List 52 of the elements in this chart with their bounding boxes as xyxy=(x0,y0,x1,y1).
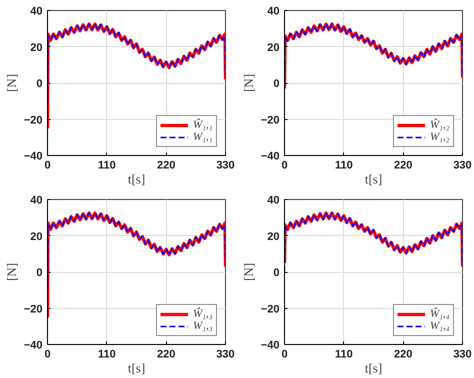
x-tick-label: 220 xyxy=(156,160,176,172)
y-axis-title: [N] xyxy=(4,262,19,282)
y-tick-label: −20 xyxy=(24,114,43,126)
x-tick-label: 110 xyxy=(334,348,353,360)
y-tick-label: 40 xyxy=(30,6,43,18)
x-tick-label: 0 xyxy=(281,160,288,172)
y-tick-label: 0 xyxy=(36,267,43,279)
x-tick-label: 220 xyxy=(394,348,412,360)
legend-label: Ŵ₁,₄ xyxy=(430,308,450,320)
x-tick-label: 0 xyxy=(44,160,51,172)
legend-label: W₁,₂ xyxy=(430,131,450,143)
x-tick-label: 220 xyxy=(156,348,176,360)
y-tick-label: 0 xyxy=(273,78,280,90)
legend-label: W₁,₁ xyxy=(193,131,213,143)
x-tick-label: 330 xyxy=(453,160,472,172)
y-axis-title: [N] xyxy=(4,74,19,92)
y-tick-label: −40 xyxy=(260,340,280,352)
y-tick-label: −20 xyxy=(24,303,43,316)
x-tick-label: 330 xyxy=(453,348,472,360)
y-axis-title: [N] xyxy=(240,74,256,92)
y-axis-title: [N] xyxy=(240,262,256,282)
x-axis-title: t[s] xyxy=(128,172,146,186)
y-tick-label: 40 xyxy=(30,194,43,206)
y-tick-label: 20 xyxy=(30,42,43,54)
y-tick-label: 0 xyxy=(36,78,43,90)
y-tick-label: 20 xyxy=(267,42,280,54)
x-tick-label: 220 xyxy=(394,160,412,172)
x-axis-title: t[s] xyxy=(364,172,382,186)
x-tick-label: 110 xyxy=(98,160,116,172)
y-tick-label: −40 xyxy=(24,150,43,162)
x-axis-title: t[s] xyxy=(128,360,146,376)
legend-label: Ŵ₁,₁ xyxy=(193,119,213,131)
y-tick-label: 20 xyxy=(267,230,280,243)
x-tick-label: 330 xyxy=(216,348,235,360)
legend-label: Ŵ₁,₂ xyxy=(430,119,450,131)
y-tick-label: −40 xyxy=(24,340,43,352)
y-tick-label: 20 xyxy=(30,230,43,243)
x-tick-label: 110 xyxy=(334,160,353,172)
y-tick-label: −20 xyxy=(260,114,280,126)
y-tick-label: 40 xyxy=(267,194,280,206)
legend-label: W₁,₄ xyxy=(430,320,450,332)
x-tick-label: 0 xyxy=(281,348,288,360)
y-tick-label: −40 xyxy=(260,150,280,162)
x-tick-label: 110 xyxy=(98,348,116,360)
x-tick-label: 0 xyxy=(44,348,51,360)
x-axis-title: t[s] xyxy=(364,360,382,376)
legend-label: W₁,₃ xyxy=(193,320,213,332)
y-tick-label: 40 xyxy=(267,6,280,18)
y-tick-label: 0 xyxy=(273,267,280,279)
legend-label: Ŵ₁,₃ xyxy=(193,308,213,320)
y-tick-label: −20 xyxy=(260,303,280,316)
x-tick-label: 330 xyxy=(216,160,235,172)
